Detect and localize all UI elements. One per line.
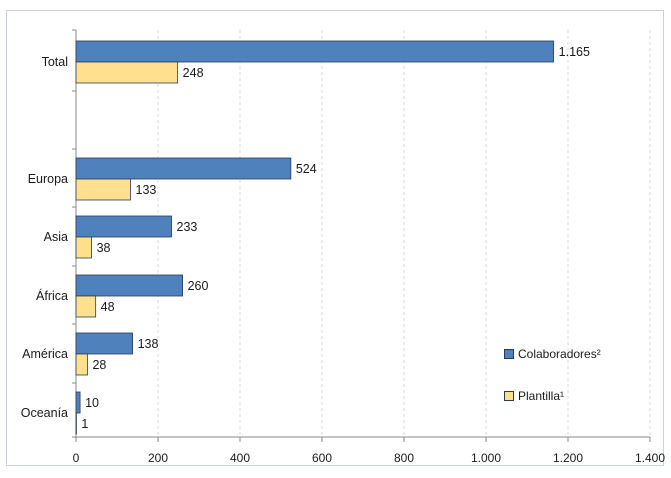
legend-item-plantilla: Plantilla¹ [504, 389, 564, 403]
bar-value-label-colaboradores-asia: 233 [177, 220, 198, 234]
x-tick-label-400: 400 [230, 451, 250, 465]
x-tick-label-1400: 1.400 [635, 451, 665, 465]
category-label-america: América [22, 347, 68, 361]
legend-label-colaboradores: Colaboradores² [518, 347, 601, 361]
x-tick-label-0: 0 [73, 451, 80, 465]
legend-label-plantilla: Plantilla¹ [518, 389, 565, 403]
bar-colaboradores-oceania [75, 391, 81, 414]
chart-frame [6, 10, 664, 466]
bar-value-label-colaboradores-africa: 260 [188, 279, 209, 293]
category-label-oceania: Oceanía [21, 406, 68, 420]
bar-value-label-plantilla-asia: 38 [97, 241, 111, 255]
bar-colaboradores-africa [75, 274, 183, 297]
legend-swatch-plantilla [504, 391, 514, 401]
bar-value-label-colaboradores-total: 1.165 [559, 45, 590, 59]
bar-colaboradores-total [75, 40, 555, 63]
bar-value-label-plantilla-europa: 133 [136, 183, 157, 197]
x-tick-label-200: 200 [148, 451, 168, 465]
bar-value-label-plantilla-america: 28 [92, 358, 106, 372]
legend-item-colaboradores: Colaboradores² [504, 347, 601, 361]
category-label-africa: África [36, 288, 68, 303]
bar-value-label-plantilla-africa: 48 [101, 300, 115, 314]
bar-plantilla-total [75, 61, 179, 84]
bar-value-label-colaboradores-america: 138 [138, 337, 159, 351]
bar-value-label-colaboradores-oceania: 10 [85, 396, 99, 410]
legend-swatch-colaboradores [504, 349, 514, 359]
bar-plantilla-africa [75, 295, 97, 318]
x-tick-label-600: 600 [312, 451, 332, 465]
bar-plantilla-asia [75, 236, 92, 259]
bar-colaboradores-europa [75, 157, 292, 180]
bar-value-label-plantilla-oceania: 1 [81, 417, 88, 431]
bar-value-label-plantilla-total: 248 [183, 66, 204, 80]
category-label-total: Total [42, 55, 68, 69]
bar-colaboradores-asia [75, 215, 172, 238]
x-tick-label-1000: 1.000 [471, 451, 501, 465]
bar-plantilla-america [75, 353, 88, 376]
x-tick-label-1200: 1.200 [553, 451, 583, 465]
x-tick-label-800: 800 [394, 451, 414, 465]
bar-plantilla-europa [75, 178, 131, 201]
category-label-asia: Asia [44, 230, 68, 244]
category-label-europa: Europa [28, 172, 68, 186]
bar-value-label-colaboradores-europa: 524 [296, 162, 317, 176]
bar-colaboradores-america [75, 332, 133, 355]
